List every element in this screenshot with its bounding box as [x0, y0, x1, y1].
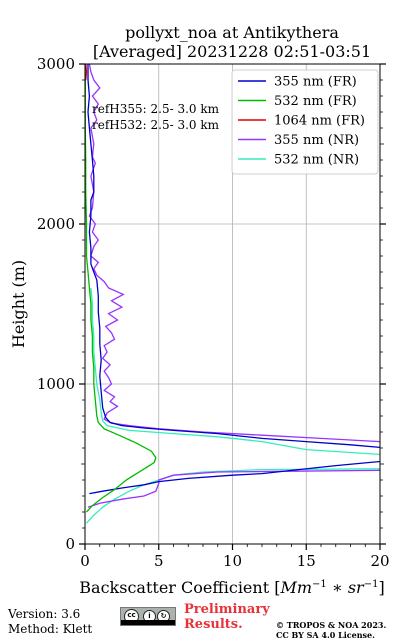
series-532-fr-line: [85, 64, 157, 513]
preliminary-results-label: Preliminary Results.: [184, 602, 270, 632]
x-tick-label: 5: [154, 552, 164, 570]
legend-entry: 532 nm (NR): [274, 153, 359, 168]
chart-subtitle: [Averaged] 20231228 02:51-03:51: [93, 42, 371, 61]
y-tick-label: 3000: [37, 55, 75, 73]
chart-title: pollyxt_noa at Antikythera: [125, 23, 339, 42]
legend-entry: 532 nm (FR): [274, 94, 357, 109]
x-tick-label: 15: [297, 552, 316, 570]
copyright-label: © TROPOS & NOA 2023. CC BY SA 4.0 Licens…: [276, 620, 387, 640]
y-tick-label: 0: [65, 535, 75, 553]
x-tick-label: 0: [80, 552, 90, 570]
annotation-refh532: refH532: 2.5- 3.0 km: [92, 118, 220, 132]
x-tick-label: 20: [370, 552, 389, 570]
legend-entry: 355 nm (NR): [274, 133, 359, 148]
series-355-nr-upper-line: [88, 64, 380, 443]
legend-entry: 355 nm (FR): [274, 75, 357, 90]
plot-area: [85, 64, 380, 524]
series-1064-fr-line: [85, 64, 88, 81]
legend-box: [231, 69, 379, 175]
y-tick-label: 2000: [37, 215, 75, 233]
series-355-nr-line: [87, 469, 380, 508]
y-tick-label: 1000: [37, 375, 75, 393]
y-axis-label: Height (m): [9, 260, 28, 348]
legend-entry: 1064 nm (FR): [274, 114, 365, 129]
x-tick-label: 10: [223, 552, 242, 570]
series-532-nr-upper-line: [90, 287, 380, 456]
version-label: Version: 3.6: [8, 607, 81, 621]
x-axis-label: Backscatter Coefficient [Mm−1 ∗ sr−1]: [79, 578, 384, 597]
method-label: Method: Klett: [8, 622, 93, 636]
series-355-fr-upper-line: [87, 64, 380, 449]
annotation-refh355: refH355: 2.5- 3.0 km: [92, 102, 220, 116]
cc-by-sa-license-icon: cc i ↻: [120, 607, 176, 626]
